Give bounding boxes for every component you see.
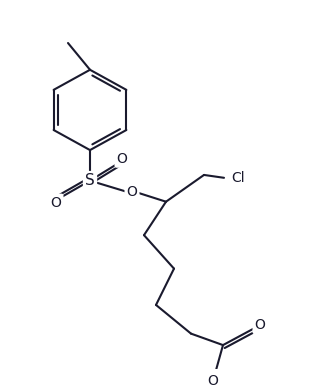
Text: S: S bbox=[85, 173, 95, 188]
Text: O: O bbox=[208, 374, 218, 386]
Text: O: O bbox=[117, 152, 127, 166]
Text: O: O bbox=[50, 196, 61, 210]
Text: Cl: Cl bbox=[231, 171, 245, 185]
Text: O: O bbox=[255, 318, 266, 332]
Text: O: O bbox=[126, 185, 137, 199]
